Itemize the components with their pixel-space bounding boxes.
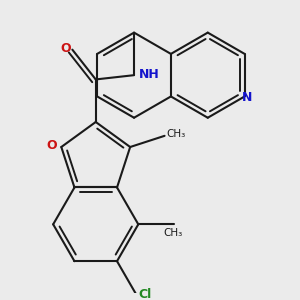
Text: Cl: Cl — [138, 288, 152, 300]
Text: O: O — [46, 140, 57, 152]
Text: N: N — [242, 91, 252, 104]
Text: CH₃: CH₃ — [167, 129, 186, 139]
Text: NH: NH — [140, 68, 160, 81]
Text: CH₃: CH₃ — [164, 227, 183, 238]
Text: O: O — [61, 42, 71, 55]
